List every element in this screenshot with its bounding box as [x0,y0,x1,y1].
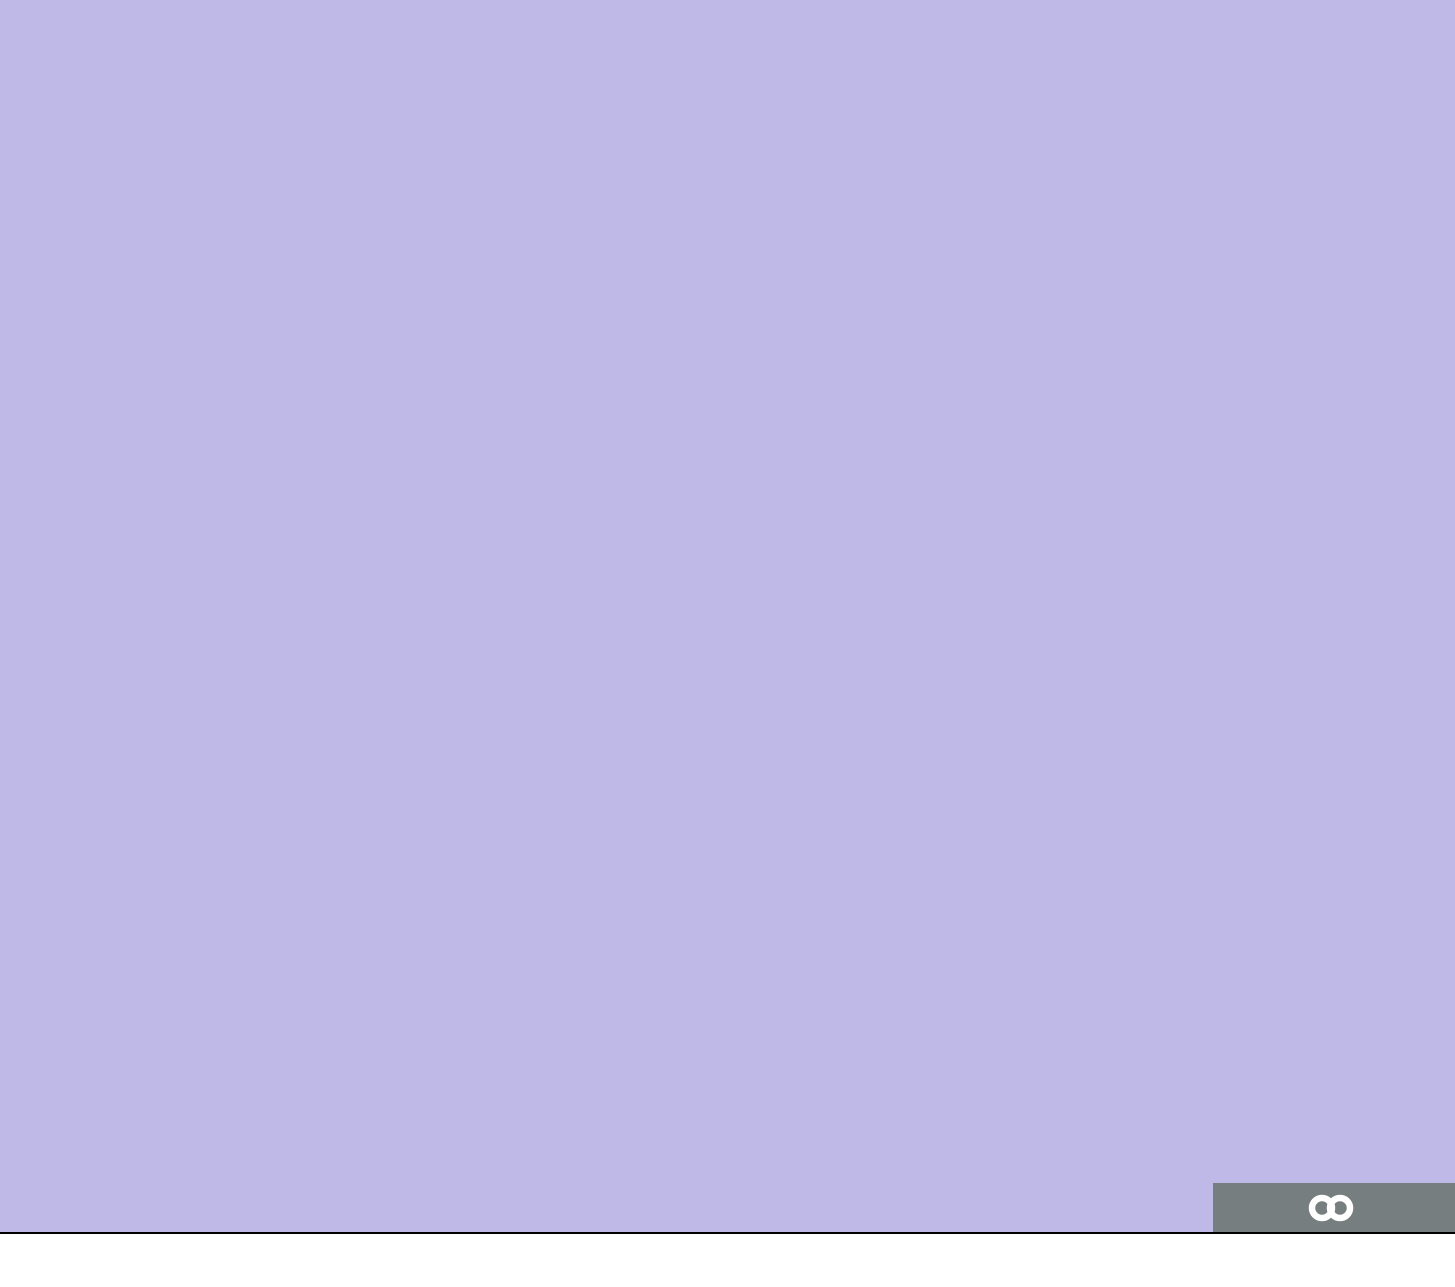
map-background [0,0,1455,1232]
colorbar-footer [0,1232,1455,1287]
mslp-contour-field [0,0,1455,1232]
ecmwf-logo-icon [1308,1194,1354,1221]
ecmwf-logo [1213,1183,1455,1232]
pressure-colorbar [140,1234,1030,1287]
pressure-map [0,0,1455,1232]
